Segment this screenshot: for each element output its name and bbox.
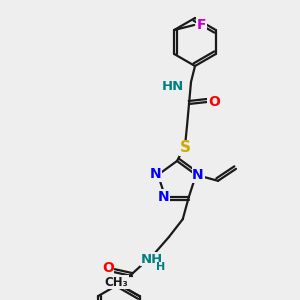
Text: F: F — [196, 18, 206, 32]
Text: HN: HN — [162, 80, 184, 92]
Text: NH: NH — [141, 253, 163, 266]
Text: N: N — [158, 190, 169, 204]
Text: CH₃: CH₃ — [105, 276, 128, 289]
Text: N: N — [150, 167, 162, 181]
Text: N: N — [192, 168, 204, 182]
Text: O: O — [102, 261, 114, 275]
Text: S: S — [179, 140, 191, 155]
Text: H: H — [156, 262, 165, 272]
Text: O: O — [208, 95, 220, 109]
